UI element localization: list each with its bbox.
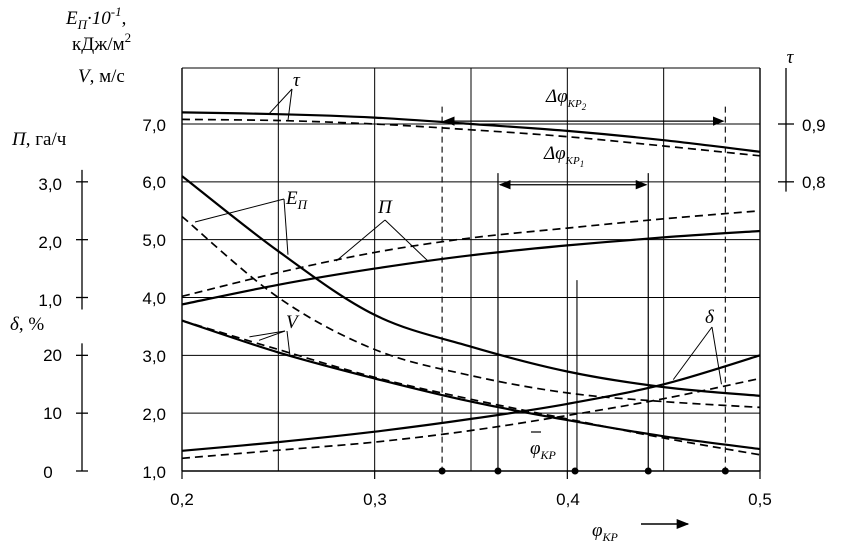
range-label-dphi2: ΔφКР2 bbox=[545, 86, 587, 112]
curve-label-ep-main: E bbox=[285, 188, 298, 209]
range-label-dphi2-subsub: 2 bbox=[582, 102, 587, 112]
phi-bar-label: φКР bbox=[530, 438, 556, 462]
main-axis-title-line2: кДж/м2 bbox=[72, 30, 131, 55]
delta-axis-title-symbol: δ bbox=[10, 314, 20, 335]
main-axis-title-e: E bbox=[65, 8, 78, 29]
x-axis-point bbox=[721, 467, 729, 475]
phi-bar-label-sub: КР bbox=[540, 448, 557, 462]
series-line-tau_dashed bbox=[181, 118, 761, 157]
delta-tick-label: 0 bbox=[43, 463, 52, 482]
leader-line-delta bbox=[711, 326, 722, 385]
main-axis-title-line1: EП·10-1, bbox=[65, 4, 126, 32]
leader-line-p bbox=[384, 219, 429, 263]
tau-axis-title: τ bbox=[787, 47, 795, 68]
series-line-delta_dashed bbox=[181, 377, 761, 460]
main-axis-title-e-sub: П bbox=[77, 17, 89, 32]
curve-label-delta: δ bbox=[705, 307, 715, 328]
p-axis-title: П, га/ч bbox=[11, 129, 67, 150]
leader-line-ep bbox=[194, 198, 285, 223]
axes bbox=[76, 67, 794, 479]
x-axis-title: φКР bbox=[592, 520, 618, 542]
main-tick-label: 6,0 bbox=[142, 173, 166, 192]
main-axis-title-v-unit: , м/с bbox=[90, 66, 125, 87]
main-tick-label: 1,0 bbox=[142, 463, 166, 482]
curve-label-ep: EП bbox=[285, 188, 309, 212]
x-axis-point bbox=[438, 467, 446, 475]
leader-line-delta bbox=[672, 326, 713, 380]
delta-tick-label: 10 bbox=[43, 404, 62, 423]
leader-line-p bbox=[335, 219, 386, 262]
main-tick-label: 5,0 bbox=[142, 231, 166, 250]
x-tick-label: 0,5 bbox=[748, 490, 772, 509]
series-line-p_dashed bbox=[181, 209, 761, 298]
main-axis-title-unit: кДж/м bbox=[72, 34, 125, 55]
main-axis-title-comma: , bbox=[122, 8, 127, 29]
leader-line-ep bbox=[283, 198, 289, 255]
range-label-dphi1-subsub: 1 bbox=[580, 159, 585, 169]
range-label-dphi2-sub: КР bbox=[567, 98, 582, 110]
series-line-v_dashed bbox=[181, 319, 761, 456]
range-label-dphi1-main: Δφ bbox=[543, 143, 566, 164]
leader-line-v bbox=[258, 330, 286, 341]
annotations bbox=[194, 88, 729, 530]
phi-bar-label-main: φ bbox=[530, 438, 541, 459]
delta-tick-label: 20 bbox=[43, 346, 62, 365]
main-axis-title-unit-sup: 2 bbox=[125, 30, 132, 45]
x-axis-title-phi: φ bbox=[592, 520, 603, 541]
main-axis-title-mult: ·10 bbox=[87, 8, 111, 29]
leader-line-tau bbox=[268, 88, 293, 115]
grid-lines bbox=[182, 68, 760, 471]
range-label-dphi1-sub: КР bbox=[565, 155, 580, 167]
series-line-e_solid bbox=[181, 175, 761, 397]
leader-line-tau bbox=[287, 88, 293, 121]
series-line-p_solid bbox=[181, 229, 761, 306]
curve-label-p: П bbox=[377, 197, 393, 218]
leader-line-v bbox=[249, 330, 286, 338]
series-line-v_solid bbox=[181, 319, 761, 451]
series-line-delta_solid bbox=[181, 354, 761, 452]
main-axis-title-line3: V, м/с bbox=[78, 66, 125, 87]
curve-label-v: V bbox=[286, 312, 300, 333]
p-axis-title-unit: , га/ч bbox=[26, 129, 67, 150]
curve-label-tau: τ bbox=[293, 70, 301, 91]
delta-axis-title: δ, % bbox=[10, 314, 44, 335]
main-axis-title-exp: -1 bbox=[111, 4, 122, 19]
x-axis-point bbox=[644, 467, 652, 475]
main-tick-label: 7,0 bbox=[142, 116, 166, 135]
main-tick-label: 2,0 bbox=[142, 405, 166, 424]
range-label-dphi2-main: Δφ bbox=[545, 86, 568, 107]
main-tick-label: 4,0 bbox=[142, 289, 166, 308]
p-tick-label: 1,0 bbox=[38, 291, 62, 310]
p-tick-label: 3,0 bbox=[38, 175, 62, 194]
main-tick-label: 3,0 bbox=[142, 347, 166, 366]
leader-line-v bbox=[286, 330, 291, 356]
delta-axis-title-unit: , % bbox=[19, 314, 45, 335]
p-tick-label: 2,0 bbox=[38, 233, 62, 252]
x-tick-label: 0,3 bbox=[363, 490, 387, 509]
x-tick-label: 0,4 bbox=[556, 490, 580, 509]
tau-tick-label: 0,8 bbox=[802, 173, 826, 192]
series-line-e_dashed bbox=[181, 215, 761, 409]
x-axis-point bbox=[571, 467, 579, 475]
main-axis-title-v: V bbox=[78, 66, 92, 87]
range-label-dphi1: ΔφКР1 bbox=[543, 143, 584, 169]
x-tick-label: 0,2 bbox=[170, 490, 194, 509]
tau-tick-label: 0,9 bbox=[802, 116, 826, 135]
curve-label-ep-sub: П bbox=[297, 197, 309, 212]
x-axis-title-sub: КР bbox=[602, 530, 619, 542]
p-axis-title-symbol: П bbox=[11, 129, 27, 150]
x-axis-point bbox=[494, 467, 502, 475]
